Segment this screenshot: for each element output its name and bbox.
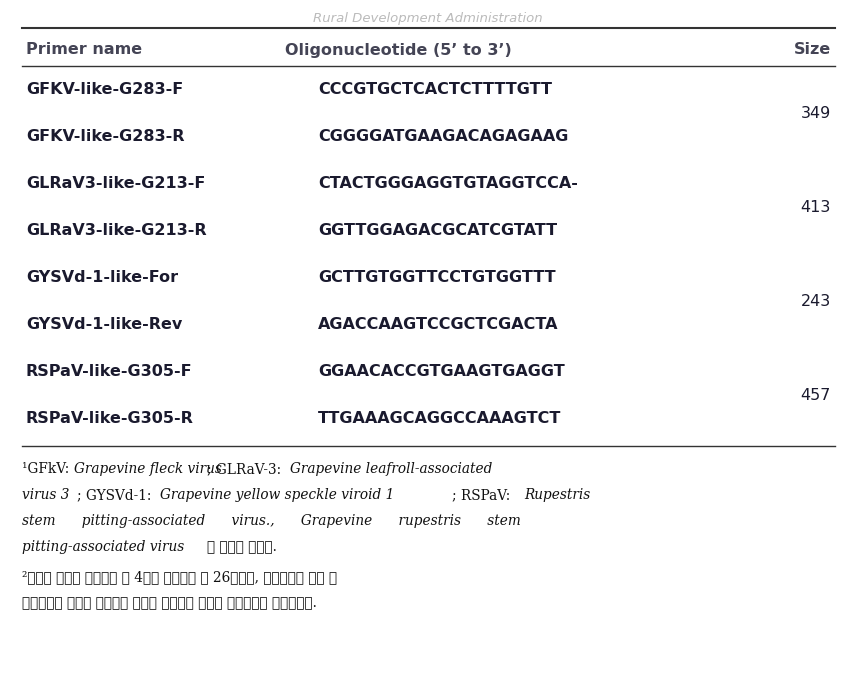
Text: stem      pitting-associated      virus.,      Grapevine      rupestris      ste: stem pitting-associated virus., Grapevin… <box>22 514 521 528</box>
Text: 243: 243 <box>800 294 831 309</box>
Text: Grapevine leafroll-associated: Grapevine leafroll-associated <box>290 462 493 476</box>
Text: 로 학명이 변경됨.: 로 학명이 변경됨. <box>207 540 277 554</box>
Text: Rupestris: Rupestris <box>524 488 590 502</box>
Text: CTACTGGGAGGTGTAGGTCCA-: CTACTGGGAGGTGTAGGTCCA- <box>318 176 578 191</box>
Text: RSPaV-like-G305-F: RSPaV-like-G305-F <box>26 364 193 379</box>
Text: GGAACACCGTGAAGTGAGGT: GGAACACCGTGAAGTGAGGT <box>318 364 565 379</box>
Text: GFKV-like-G283-R: GFKV-like-G283-R <box>26 129 184 144</box>
Text: Oligonucleotide (5’ to 3’): Oligonucleotide (5’ to 3’) <box>285 43 512 57</box>
Text: GFKV-like-G283-F: GFKV-like-G283-F <box>26 82 183 97</box>
Text: CCCGTGCTCACTCTTTTGTT: CCCGTGCTCACTCTTTTGTT <box>318 82 552 97</box>
Text: GYSVd-1-like-For: GYSVd-1-like-For <box>26 270 178 285</box>
Text: ; RSPaV:: ; RSPaV: <box>452 488 514 502</box>
Text: Size: Size <box>794 43 831 57</box>
Text: 349: 349 <box>800 105 831 121</box>
Text: GLRaV3-like-G213-R: GLRaV3-like-G213-R <box>26 223 207 238</box>
Text: TTGAAAGCAGGCCAAAGTCT: TTGAAAGCAGGCCAAAGTCT <box>318 411 561 426</box>
Text: CGGGGATGAAGACAGAGAAG: CGGGGATGAAGACAGAGAAG <box>318 129 568 144</box>
Text: virus 3: virus 3 <box>22 488 69 502</box>
Text: ; GLRaV-3:: ; GLRaV-3: <box>207 462 285 476</box>
Text: ²포도에 보고된 병원체는 위 4종을 포함하여 총 26종이며, 보고서에는 이번 유: ²포도에 보고된 병원체는 위 4종을 포함하여 총 26종이며, 보고서에는 … <box>22 570 337 584</box>
Text: GGTTGGAGACGCATCGTATT: GGTTGGAGACGCATCGTATT <box>318 223 557 238</box>
Text: 전자원으로 채집한 포도에서 검출된 병원체의 진단용 프라이머를 기입하였음.: 전자원으로 채집한 포도에서 검출된 병원체의 진단용 프라이머를 기입하였음. <box>22 596 317 610</box>
Text: GLRaV3-like-G213-F: GLRaV3-like-G213-F <box>26 176 206 191</box>
Text: 413: 413 <box>800 200 831 214</box>
Text: GCTTGTGGTTCCTGTGGTTT: GCTTGTGGTTCCTGTGGTTT <box>318 270 555 285</box>
Text: Grapevine yellow speckle viroid 1: Grapevine yellow speckle viroid 1 <box>160 488 394 502</box>
Text: ¹GFkV:: ¹GFkV: <box>22 462 74 476</box>
Text: Primer name: Primer name <box>26 43 142 57</box>
Text: Grapevine fleck virus: Grapevine fleck virus <box>74 462 222 476</box>
Text: ; GYSVd-1:: ; GYSVd-1: <box>77 488 156 502</box>
Text: Rural Development Administration: Rural Development Administration <box>313 12 542 25</box>
Text: GYSVd-1-like-Rev: GYSVd-1-like-Rev <box>26 317 183 332</box>
Text: pitting-associated virus: pitting-associated virus <box>22 540 184 554</box>
Text: 457: 457 <box>800 387 831 402</box>
Text: RSPaV-like-G305-R: RSPaV-like-G305-R <box>26 411 194 426</box>
Text: AGACCAAGTCCGCTCGACTA: AGACCAAGTCCGCTCGACTA <box>318 317 559 332</box>
